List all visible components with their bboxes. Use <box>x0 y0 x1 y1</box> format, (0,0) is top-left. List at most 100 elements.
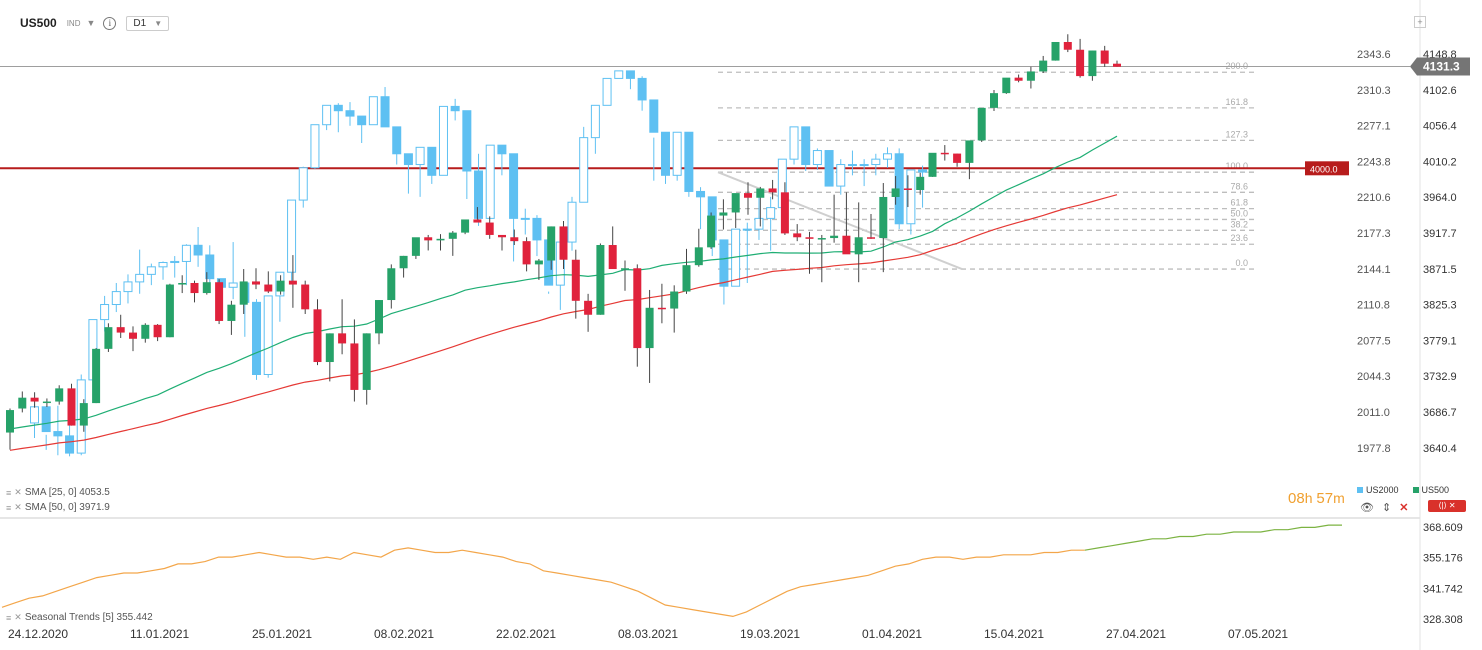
close-icon[interactable]: ✕ <box>1399 502 1409 514</box>
us500-candle <box>436 238 445 241</box>
chevron-down-icon[interactable]: ▼ <box>86 18 96 28</box>
us2000-candle <box>368 96 378 126</box>
us2000-candle <box>625 70 635 79</box>
symbol-label[interactable]: US500 <box>20 16 57 30</box>
us500-candle <box>399 255 408 269</box>
us2000-candle <box>135 273 145 283</box>
compare-us2000[interactable]: US2000 <box>1357 485 1399 495</box>
compare-options-button[interactable]: ⟨|⟩ ✕ <box>1428 500 1466 512</box>
add-chart-icon[interactable]: + <box>1414 16 1426 28</box>
us500-candle <box>879 196 888 239</box>
us500-candle <box>891 188 900 197</box>
us500-candle <box>153 324 162 338</box>
us500-candle <box>657 307 666 310</box>
level-badge <box>1305 161 1349 176</box>
us2000-candle <box>263 295 273 376</box>
us2000-candle <box>672 131 682 176</box>
chart-header: US500 IND ▼ i D1 ▼ <box>20 14 170 32</box>
us500-candle <box>805 237 814 239</box>
us500-candle <box>793 233 802 238</box>
us2000-candle <box>812 150 822 166</box>
us500-candle <box>116 327 125 333</box>
info-icon[interactable]: i <box>103 16 117 30</box>
left-axis-tick-label: 2144.1 <box>1357 264 1391 276</box>
right-axis-tick-label: 3732.9 <box>1423 371 1457 383</box>
us2000-candle <box>170 260 180 264</box>
close-icon[interactable]: ✕ <box>14 502 22 512</box>
swap-icon[interactable]: ⇕ <box>1381 502 1392 514</box>
last-price-label: 4131.3 <box>1423 60 1460 74</box>
us2000-candle <box>719 239 729 287</box>
us500-candle <box>694 247 703 266</box>
right-axis-tick-label: 3825.3 <box>1423 300 1457 312</box>
us500-candle <box>104 327 113 349</box>
us500-candle <box>129 332 137 339</box>
us500-candle <box>350 343 359 390</box>
us500-candle <box>424 237 433 241</box>
us2000-candle <box>906 169 916 225</box>
fib-level-label: 50.0 <box>1230 208 1248 218</box>
x-axis-tick-label: 01.04.2021 <box>862 627 922 641</box>
us500-candle <box>375 300 383 334</box>
right-axis-tick-label: 3640.4 <box>1423 443 1457 455</box>
legend-seasonal[interactable]: ≡ ✕ Seasonal Trends [5] 355.442 <box>6 612 153 623</box>
chevron-down-icon: ▼ <box>154 18 163 28</box>
eye-icon[interactable]: 👁 <box>1360 502 1374 514</box>
us500-candle <box>325 333 334 363</box>
seasonal-axis-tick-label: 341.742 <box>1423 583 1463 595</box>
seasonal-axis-tick-label: 355.176 <box>1423 553 1463 565</box>
us2000-candle <box>205 254 215 280</box>
us2000-candle <box>252 301 262 376</box>
compare-us500[interactable]: US500 <box>1412 485 1449 495</box>
trend-line <box>717 171 963 270</box>
us500-candle <box>92 348 101 404</box>
us2000-candle <box>918 169 928 173</box>
legend-sma50-label: SMA [50, 0] 3971.9 <box>24 502 110 513</box>
settings-icon[interactable]: ≡ <box>6 502 12 513</box>
us500-candle <box>510 237 519 242</box>
us500-candle <box>928 152 937 177</box>
us2000-candle <box>883 153 893 160</box>
us500-candle <box>596 245 605 315</box>
fib-level-label: 127.3 <box>1225 129 1248 139</box>
close-icon[interactable]: ✕ <box>14 612 22 622</box>
legend-sma50[interactable]: ≡ ✕ SMA [50, 0] 3971.9 <box>6 502 110 513</box>
us2000-candle <box>181 244 191 262</box>
us500-candle <box>830 235 839 239</box>
timeframe-select[interactable]: D1 ▼ <box>126 15 170 31</box>
right-axis-tick-label: 4056.4 <box>1423 121 1457 133</box>
us2000-candle <box>637 77 647 101</box>
us2000-candle <box>847 164 857 167</box>
seasonal-trend-line <box>1 547 1085 618</box>
right-axis-tick-label: 3964.0 <box>1423 192 1457 204</box>
left-axis-tick-label: 2177.3 <box>1357 228 1391 240</box>
close-icon[interactable]: ✕ <box>14 487 22 497</box>
right-axis-tick-label: 3779.1 <box>1423 335 1457 347</box>
us500-candle <box>264 284 273 292</box>
last-price-badge <box>1410 57 1470 76</box>
settings-icon[interactable]: ≡ <box>6 487 12 498</box>
us500-candle <box>756 188 765 198</box>
fib-level-label: 100.0 <box>1225 161 1248 171</box>
us500-candle <box>621 268 629 270</box>
us500-candle <box>990 93 998 108</box>
us500-candle <box>768 188 777 193</box>
us500-candle <box>522 241 531 265</box>
us500-candle <box>42 401 51 404</box>
left-axis-tick-label: 2044.3 <box>1357 371 1391 383</box>
us500-candle <box>916 176 925 191</box>
seasonal-trend-line-future <box>1084 524 1342 551</box>
us500-candle <box>1014 77 1023 81</box>
us500-candle <box>313 309 322 363</box>
legend-sma25[interactable]: ≡ ✕ SMA [25, 0] 4053.5 <box>6 487 110 498</box>
left-axis-tick-label: 1977.8 <box>1357 443 1391 455</box>
us2000-candle <box>392 126 402 155</box>
us2000-candle <box>111 291 121 306</box>
us2000-candle <box>684 131 694 192</box>
x-axis-tick-label: 22.02.2021 <box>496 627 556 641</box>
us2000-candle <box>532 217 542 241</box>
us500-candle <box>707 215 716 248</box>
us500-candle <box>1063 41 1072 50</box>
settings-icon[interactable]: ≡ <box>6 612 12 623</box>
